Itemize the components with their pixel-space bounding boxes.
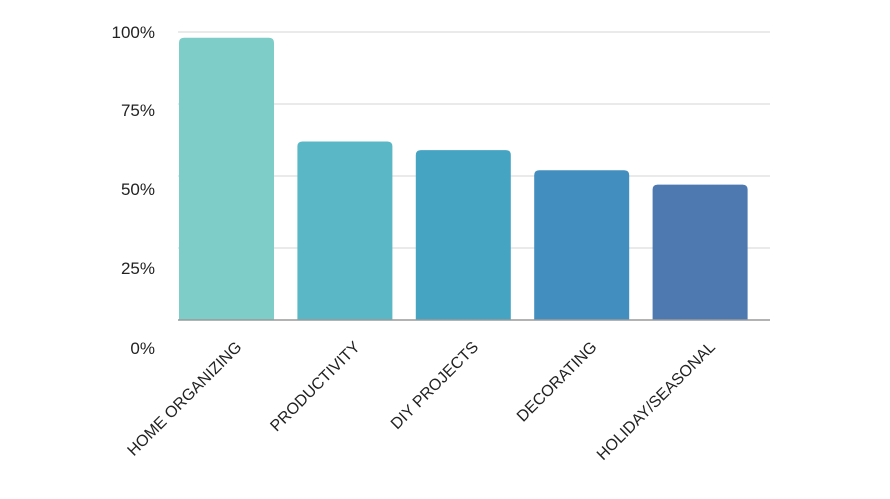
bar-home-organizing — [179, 37, 274, 320]
y-tick-label: 0% — [130, 339, 155, 358]
bars — [179, 37, 748, 320]
x-category-label: PRODUCTIVITY — [267, 339, 363, 435]
x-category-label: HOLIDAY/SEASONAL — [594, 339, 719, 464]
x-category-label: DIY PROJECTS — [388, 339, 482, 433]
y-tick-label: 100% — [112, 23, 155, 42]
x-axis-labels: HOME ORGANIZING PRODUCTIVITY DIY PROJECTS D… — [125, 339, 719, 464]
y-axis-ticks: 0% 25% 50% 75% 100% — [112, 23, 155, 358]
bar-holiday-seasonal — [652, 184, 748, 320]
y-tick-label: 75% — [121, 101, 155, 120]
x-category-label: DECORATING — [514, 339, 601, 426]
y-tick-label: 25% — [121, 259, 155, 278]
bar-decorating — [534, 170, 630, 320]
bar-diy-projects — [415, 150, 511, 320]
bar-productivity — [297, 141, 393, 320]
y-tick-label: 50% — [121, 180, 155, 199]
